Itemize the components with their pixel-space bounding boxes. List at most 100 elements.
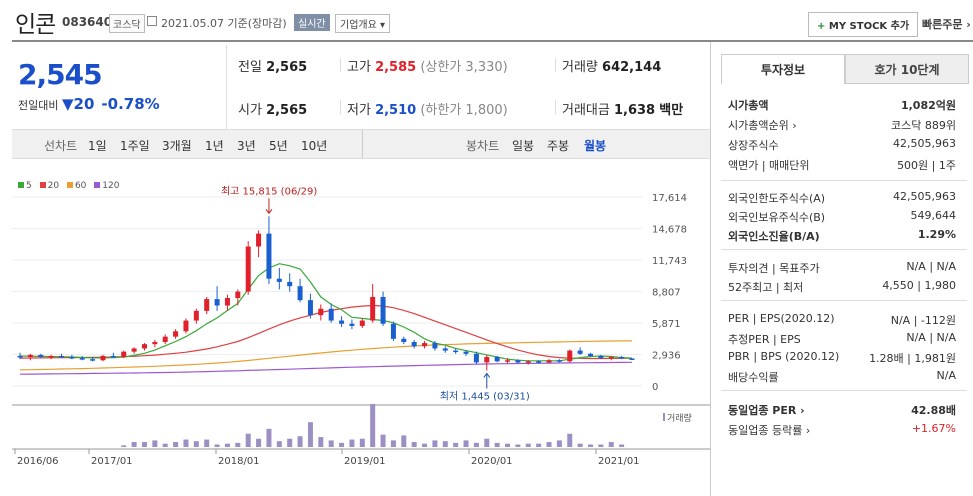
- candle-daily[interactable]: 일봉: [512, 139, 535, 153]
- candle-body: [79, 358, 85, 360]
- volume-bar: [515, 444, 521, 447]
- info-value: 1.29%: [917, 228, 956, 241]
- legend-ma5: 5: [26, 181, 32, 191]
- period-3m[interactable]: 3개월: [162, 139, 192, 153]
- volume-bar: [235, 442, 241, 447]
- period-1y[interactable]: 1년: [205, 139, 224, 153]
- max-price-label: 최고 15,815 (06/29): [221, 185, 317, 197]
- divider: [721, 180, 967, 181]
- info-key: 시가총액: [728, 99, 769, 112]
- candle-body: [453, 350, 459, 353]
- candle-body: [245, 246, 251, 292]
- legend-ma20: 20: [47, 181, 60, 191]
- y-tick-label: 8,807: [652, 288, 681, 299]
- x-tick-label: 2019/01: [344, 456, 386, 467]
- x-tick-label: 2017/01: [91, 456, 133, 467]
- candle-body: [588, 353, 594, 356]
- candle-body: [266, 233, 272, 279]
- volume-bar: [380, 434, 386, 447]
- volume-bar: [494, 442, 500, 447]
- x-tick-label: 2021/01: [598, 456, 640, 467]
- volume-bar: [287, 438, 293, 447]
- info-key: 외국인한도주식수(A): [728, 192, 826, 205]
- candle-body: [422, 343, 428, 347]
- period-1d[interactable]: 1일: [88, 139, 107, 153]
- investment-panel: 투자정보 호가 10단계 시가총액 1,082억원 시가총액순위 › 코스닥 889위…: [710, 42, 973, 496]
- info-key: 상장주식수: [728, 139, 779, 152]
- candle-body: [598, 355, 604, 359]
- candle-body: [256, 233, 262, 247]
- candle-body: [131, 348, 137, 352]
- candle-body: [515, 360, 521, 363]
- candle-body: [556, 360, 562, 362]
- info-value: 42.88배: [911, 404, 956, 417]
- info-value: 1,082억원: [900, 99, 956, 112]
- volume-bar: [152, 440, 158, 447]
- price-change: 전일대비 ▼20 -0.78%: [18, 95, 160, 113]
- volume-bar: [214, 444, 220, 447]
- info-key: PBR | BPS (2020.12): [728, 350, 840, 363]
- price-chart[interactable]: 17,614 14,678 11,743 8,807 5,871 2,936 0 2016/0…: [12, 172, 710, 472]
- info-key: 외국인소진율(B/A): [728, 230, 820, 243]
- candle-body: [608, 357, 614, 359]
- low-price: 저가 2,510 (하한가 1,800): [347, 103, 508, 118]
- candle-body: [100, 355, 106, 361]
- y-tick-label: 11,743: [652, 256, 687, 267]
- volume-bar: [224, 443, 230, 447]
- volume-bar: [162, 443, 168, 447]
- market-badge: 코스닥: [109, 14, 145, 33]
- candle-body: [442, 348, 448, 351]
- volume: 거래량 642,144: [562, 60, 662, 75]
- ma20-line: [19, 304, 632, 360]
- candle-body: [27, 354, 33, 358]
- x-tick-label: 2016/06: [17, 456, 59, 467]
- volume-bar: [432, 440, 438, 447]
- divider: [555, 100, 556, 114]
- info-key: 동일업종 PER ›: [728, 404, 805, 417]
- volume-bar: [556, 440, 562, 447]
- header-divider: [12, 40, 973, 42]
- info-value: 코스닥 889위: [891, 119, 956, 132]
- candle-body: [307, 300, 313, 316]
- volume-bar: [390, 440, 396, 447]
- realtime-button[interactable]: 실시간: [294, 14, 330, 31]
- add-my-stock-button[interactable]: + MY STOCK 추가: [808, 12, 919, 37]
- volume-bar: [484, 438, 490, 447]
- divider: [721, 249, 967, 250]
- tab-invest-info[interactable]: 투자정보: [721, 54, 845, 84]
- candle-body: [390, 323, 396, 339]
- ma120-line: [19, 361, 633, 375]
- x-tick-label: 2020/01: [471, 456, 513, 467]
- candle-body: [152, 342, 158, 345]
- info-key: 52주최고 | 최저: [728, 281, 804, 294]
- quick-order-link[interactable]: 빠른주문 ›: [922, 18, 971, 31]
- period-5y[interactable]: 5년: [269, 139, 288, 153]
- calendar-icon: [147, 16, 157, 26]
- info-value: N/A | N/A: [906, 331, 956, 344]
- divider: [340, 100, 341, 114]
- candle-body: [121, 351, 127, 358]
- volume-bar: [608, 442, 614, 447]
- period-3y[interactable]: 3년: [237, 139, 256, 153]
- candle-body: [162, 336, 168, 343]
- period-1w[interactable]: 1주일: [120, 139, 150, 153]
- candle-body: [90, 359, 96, 361]
- tab-hoga[interactable]: 호가 10단계: [845, 54, 969, 84]
- company-info-dropdown[interactable]: 기업개요 ▾: [335, 14, 390, 33]
- info-value: +1.67%: [911, 422, 956, 435]
- open-price: 시가 2,565: [238, 103, 308, 118]
- legend-ma60: 60: [74, 181, 87, 191]
- panel-tabs: 투자정보 호가 10단계: [721, 54, 971, 84]
- period-10y[interactable]: 10년: [301, 139, 328, 153]
- info-value: N/A: [936, 369, 956, 382]
- candle-body: [411, 342, 417, 347]
- candle-body: [110, 355, 116, 358]
- volume-bar: [318, 437, 324, 447]
- candle-body: [328, 308, 334, 321]
- candle-monthly[interactable]: 월봉: [584, 139, 607, 153]
- volume-bar: [422, 443, 428, 447]
- info-key: 외국인보유주식수(B): [728, 211, 826, 224]
- candle-body: [235, 291, 241, 299]
- info-value: 1.28배 | 1,981원: [869, 352, 956, 365]
- candle-weekly[interactable]: 주봉: [547, 139, 570, 153]
